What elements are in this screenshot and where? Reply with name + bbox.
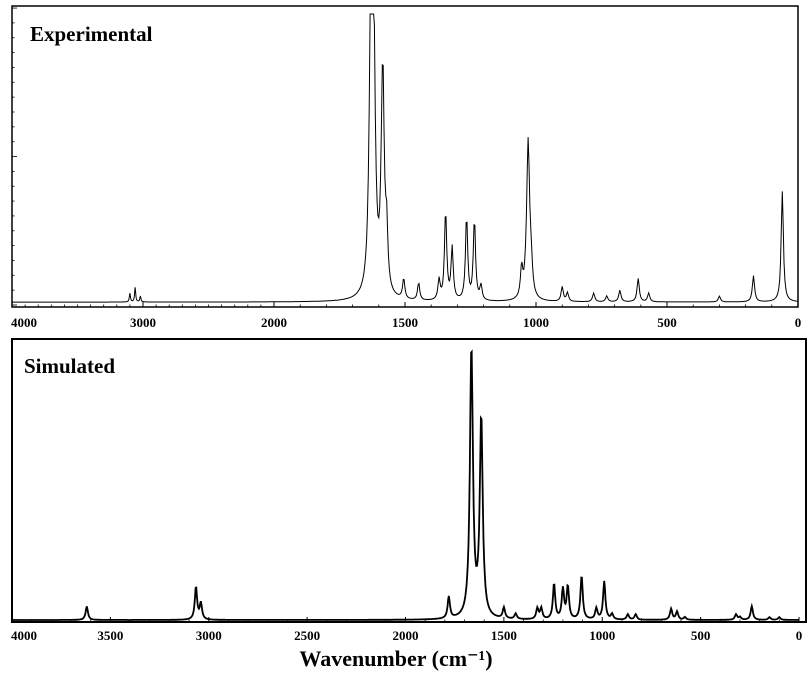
x-tick-label: 500 [657, 315, 677, 330]
x-tick-label: 1500 [392, 315, 418, 330]
x-tick-label: 0 [796, 628, 803, 643]
x-tick-label: 1500 [491, 628, 517, 643]
simulated-spectrum-line [12, 349, 799, 621]
x-tick-label: 4000 [11, 315, 37, 330]
experimental-spectrum-line [12, 13, 799, 303]
experimental-panel: Experimental 4000 3000 2000 1500 1000 500 0 [11, 5, 801, 330]
x-tick-label: 1000 [589, 628, 615, 643]
experimental-x-ticks: 4000 3000 2000 1500 1000 500 0 [11, 302, 801, 330]
x-tick-label: 3500 [97, 628, 123, 643]
x-tick-label: 2000 [261, 315, 287, 330]
x-tick-label: 500 [691, 628, 711, 643]
simulated-panel: Simulated 4000 3500 3000 2500 2000 1500 1000 50… [11, 338, 807, 671]
experimental-plot-frame [11, 5, 799, 308]
experimental-y-ticks [12, 7, 17, 306]
x-tick-label: 2500 [294, 628, 320, 643]
x-tick-label: 1000 [523, 315, 549, 330]
simulated-plot-frame [11, 338, 807, 623]
x-tick-label: 4000 [11, 628, 37, 643]
simulated-panel-title: Simulated [24, 354, 115, 378]
x-tick-label: 0 [795, 315, 802, 330]
x-tick-label: 3000 [130, 315, 156, 330]
simulated-x-ticks: 4000 3500 3000 2500 2000 1500 1000 500 0 [11, 617, 802, 643]
x-tick-label: 2000 [393, 628, 419, 643]
x-tick-label: 3000 [196, 628, 222, 643]
experimental-panel-title: Experimental [30, 22, 153, 46]
x-axis-title: Wavenumber (cm⁻¹) [299, 646, 492, 671]
